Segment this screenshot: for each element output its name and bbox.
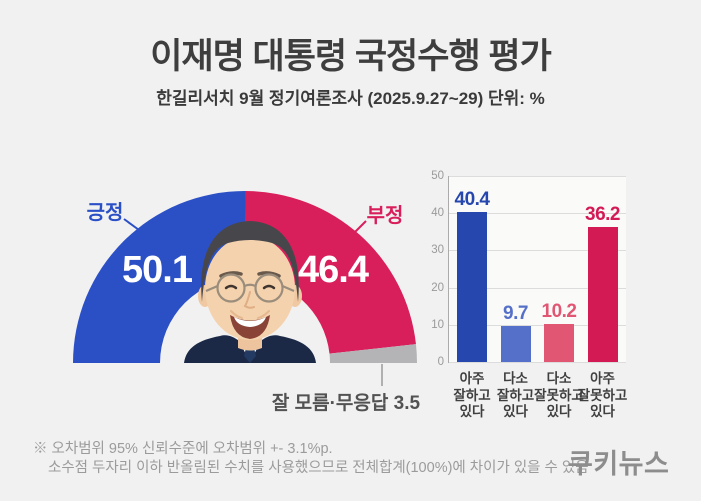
gridline bbox=[448, 176, 626, 177]
y-tick-label: 20 bbox=[431, 281, 444, 294]
y-tick-label: 30 bbox=[431, 244, 444, 257]
bar-category-label: 다소 잘하고 있다 bbox=[496, 371, 535, 419]
gridline bbox=[448, 324, 626, 326]
footnote-line2: 소수점 두자리 이하 반올림된 수치를 사용했으므로 전체합계(100%)에 차… bbox=[48, 460, 589, 476]
neutral-value-text: 3.5 bbox=[393, 393, 421, 414]
gauge-positive-label: 긍정 bbox=[86, 202, 124, 224]
y-axis-line bbox=[448, 176, 449, 363]
y-tick-label: 10 bbox=[431, 318, 444, 331]
y-tick-label: 0 bbox=[437, 356, 444, 368]
gauge-negative-label: 부정 bbox=[366, 205, 404, 227]
y-tick-label: 50 bbox=[431, 170, 444, 182]
page-title: 이재명 대통령 국정수행 평가 bbox=[150, 37, 552, 76]
gridline bbox=[448, 362, 626, 363]
gridline bbox=[448, 250, 626, 252]
gauge-positive-value: 50.1 bbox=[122, 249, 193, 291]
neutral-label-text: 잘 모름·무응답 bbox=[271, 393, 389, 414]
kukinews-logo: 쿠키뉴스 bbox=[568, 449, 670, 479]
page-subtitle: 한길리서치 9월 정기여론조사 (2025.9.27~29) 단위: % bbox=[156, 89, 545, 108]
bar-value-label: 40.4 bbox=[454, 188, 490, 210]
bar-category-label: 아주 잘하고 있다 bbox=[453, 371, 491, 419]
footnote-line1: ※ 오차범위 95% 신뢰수준에 오차범위 +- 3.1%p. bbox=[33, 441, 333, 457]
bar bbox=[457, 211, 487, 362]
gauge-negative-value: 46.4 bbox=[298, 249, 369, 291]
y-tick-label: 40 bbox=[431, 207, 444, 220]
bar bbox=[544, 324, 574, 362]
bar bbox=[500, 325, 531, 362]
footnote: ※ 오차범위 95% 신뢰수준에 오차범위 +- 3.1%p. 소수점 두자리 … bbox=[33, 440, 589, 478]
gridline bbox=[448, 213, 626, 215]
bar bbox=[587, 227, 618, 362]
bar-category-label: 다소 잘못하고 있다 bbox=[534, 371, 584, 419]
bar-value-label: 9.7 bbox=[503, 302, 528, 324]
bar-value-label: 10.2 bbox=[541, 301, 577, 323]
bar-value-label: 36.2 bbox=[585, 204, 620, 226]
bar-category-label: 아주 잘못하고 있다 bbox=[577, 371, 628, 419]
gauge-neutral-label: 잘 모름·무응답 3.5 bbox=[246, 388, 446, 415]
gridline bbox=[448, 287, 626, 289]
